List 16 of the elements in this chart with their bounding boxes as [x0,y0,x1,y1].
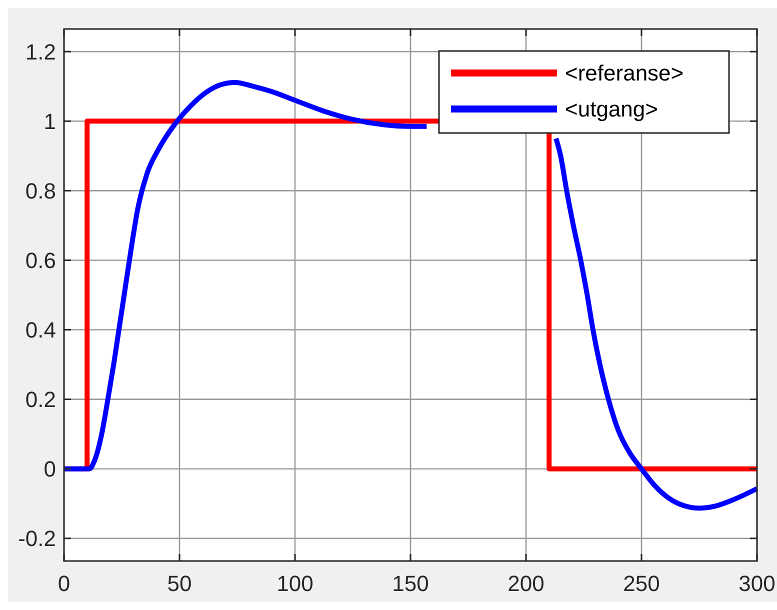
y-tick-label: 0.8 [25,178,56,204]
y-tick-label: 0.2 [25,387,56,412]
x-tick-label: 50 [167,571,192,596]
y-tick-label: 1 [44,108,56,134]
y-tick-label: 1.2 [25,39,56,64]
x-tick-label: 300 [738,571,776,596]
x-tick-label: 250 [623,571,660,596]
x-tick-label: 150 [392,571,429,596]
x-tick-label: 200 [508,571,544,596]
legend-label: <referanse> [565,60,684,86]
y-tick-label: -0.2 [18,526,56,552]
x-tick-label: 100 [276,571,314,596]
y-tick-label: 0 [44,456,56,482]
y-tick-label: 0.6 [25,248,56,273]
y-tick-label: 0.4 [25,317,56,342]
legend-label: <utgang> [565,96,658,122]
